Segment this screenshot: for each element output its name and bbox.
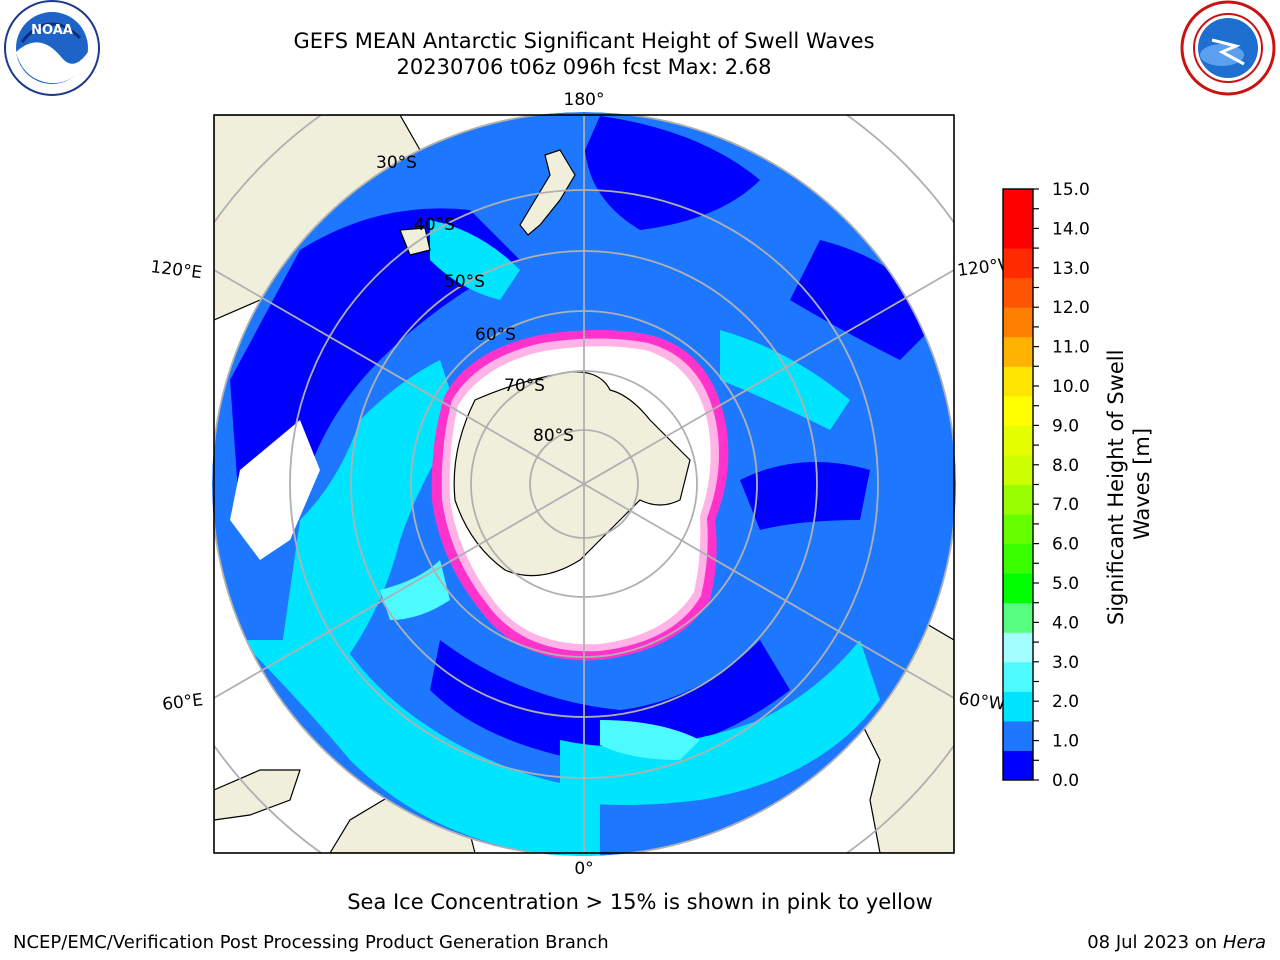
lon-label-60w: 60°W [957,689,1006,715]
colorbar-segment [1003,602,1033,633]
sea-ice-note: Sea Ice Concentration > 15% is shown in … [347,890,933,914]
colorbar: 0.0 1.0 2.0 3.0 4.0 5.0 6.0 7.0 8.0 9.0 10.0 11.0 12… [1002,180,1154,791]
colorbar-tick-label: 11.0 [1052,338,1090,358]
lon-label-180: 180° [564,90,605,110]
colorbar-tick-label: 14.0 [1052,219,1090,239]
lon-label-60e: 60°E [161,690,204,715]
colorbar-tick-label: 1.0 [1052,732,1079,752]
graticule [214,115,954,853]
lat-label-50s: 50°S [444,272,485,292]
colorbar-tick-label: 5.0 [1052,574,1079,594]
footer-date: 08 Jul 2023 on Hera [1087,932,1266,953]
lon-label-0: 0° [574,859,593,879]
chart-title: GEFS MEAN Antarctic Significant Height o… [293,29,875,53]
colorbar-segment [1003,218,1033,249]
colorbar-tick-label: 4.0 [1052,613,1079,633]
map-frame [213,114,955,854]
colorbar-segment [1003,307,1033,338]
colorbar-segment [1003,514,1033,545]
lat-label-70s: 70°S [504,376,545,396]
colorbar-segment [1003,750,1033,781]
colorbar-tick-label: 2.0 [1052,692,1079,712]
colorbar-segment [1003,277,1033,308]
chart-subtitle: 20230706 t06z 096h fcst Max: 2.68 [396,55,772,79]
colorbar-segment [1003,336,1033,367]
colorbar-tick-label: 12.0 [1052,298,1090,318]
colorbar-tick-label: 8.0 [1052,456,1079,476]
footer-credit: NCEP/EMC/Verification Post Processing Pr… [13,932,609,953]
colorbar-tick-label: 7.0 [1052,495,1079,515]
noaa-logo-text: NOAA [31,23,73,38]
footer-host: Hera [1222,932,1266,953]
lon-label-120e: 120°E [149,257,203,283]
lat-label-40s: 40°S [414,215,455,235]
colorbar-tick-label: 15.0 [1052,180,1090,200]
colorbar-segment [1003,573,1033,604]
colorbar-tick-label: 10.0 [1052,377,1090,397]
colorbar-tick-label: 0.0 [1052,771,1079,791]
colorbar-segment [1003,720,1033,751]
lat-label-30s: 30°S [376,153,417,173]
noaa-logo: NOAA [4,0,100,96]
colorbar-tick-label: 9.0 [1052,416,1079,436]
colorbar-segment [1003,454,1033,485]
colorbar-segment [1003,691,1033,722]
colorbar-segment [1003,661,1033,692]
colorbar-segment [1003,366,1033,397]
colorbar-segment [1003,395,1033,426]
colorbar-segment [1003,248,1033,279]
colorbar-segment [1003,425,1033,456]
colorbar-segment [1003,484,1033,515]
colorbar-tick-label: 3.0 [1052,653,1079,673]
colorbar-segment [1003,543,1033,574]
lat-label-80s: 80°S [533,426,574,446]
colorbar-tick-label: 6.0 [1052,535,1079,555]
colorbar-segment [1003,632,1033,663]
colorbar-tick-label: 13.0 [1052,259,1090,279]
madagascar-land [214,769,301,821]
colorbar-label: Significant Height of Swell Waves [m] [1104,343,1154,625]
lat-label-60s: 60°S [475,325,516,345]
colorbar-segment [1003,189,1033,220]
nws-logo [1180,0,1276,96]
